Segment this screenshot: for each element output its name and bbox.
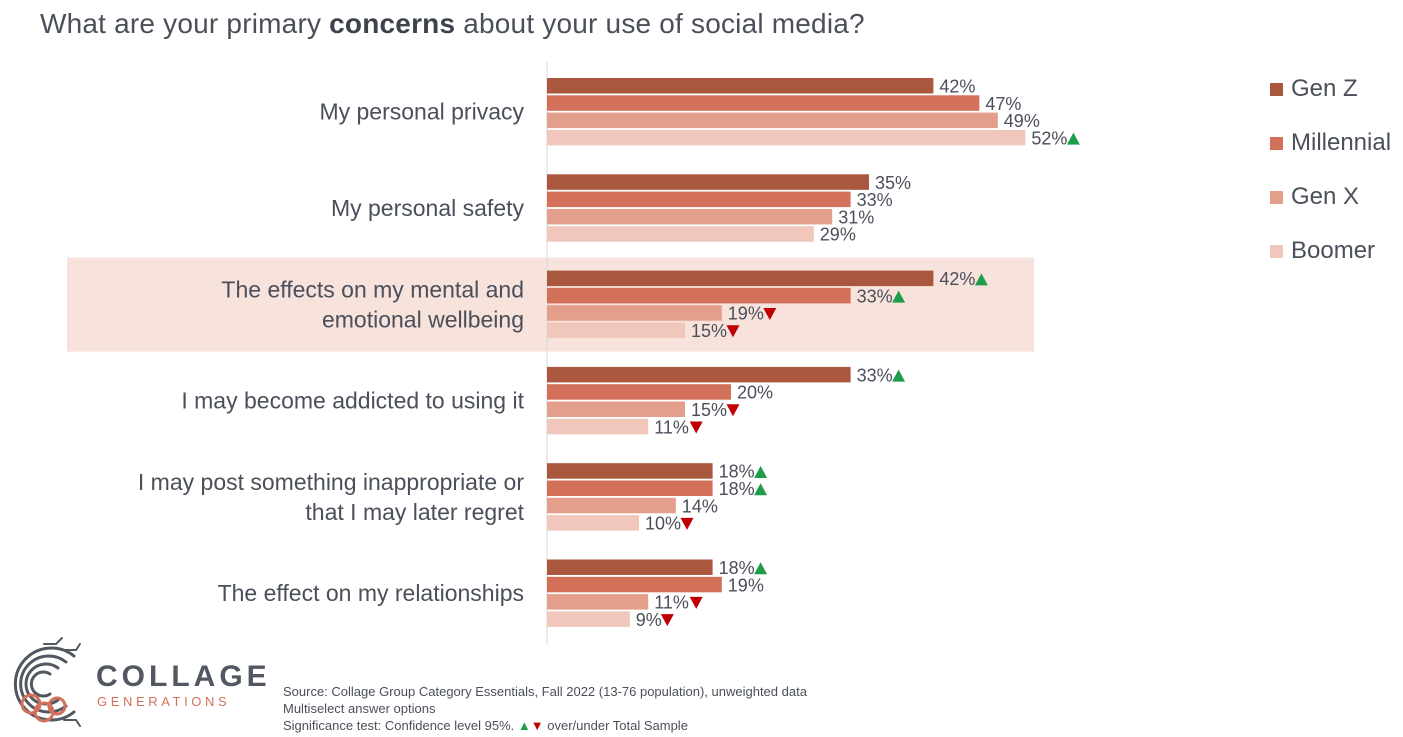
legend-label: Gen X xyxy=(1291,183,1360,210)
category-label: The effects on my mental and xyxy=(221,276,524,302)
data-label: 42% xyxy=(939,269,975,289)
footnote-note: Multiselect answer options xyxy=(283,701,436,716)
legend-swatch xyxy=(1270,136,1283,150)
bar xyxy=(547,611,630,627)
bar xyxy=(547,418,649,435)
data-label: 18% xyxy=(719,558,755,578)
data-label: 20% xyxy=(737,383,773,403)
legend-label: Millennial xyxy=(1291,129,1392,156)
down-arrow-icon xyxy=(726,404,740,417)
down-arrow-icon xyxy=(689,421,703,434)
bar xyxy=(547,497,676,514)
category-label: that I may later regret xyxy=(305,499,524,525)
bar xyxy=(547,208,833,225)
down-arrow-icon xyxy=(726,325,740,338)
category-label: I may become addicted to using it xyxy=(181,388,524,414)
bar xyxy=(547,401,685,417)
data-label: 33% xyxy=(857,190,893,210)
legend-item-gen-z: Gen Z xyxy=(1270,62,1391,116)
logo-mark-icon xyxy=(13,637,81,727)
category-label: emotional wellbeing xyxy=(322,306,524,332)
legend-swatch xyxy=(1270,82,1283,96)
bar xyxy=(547,463,713,479)
data-label: 10% xyxy=(645,514,681,534)
legend-swatch xyxy=(1270,244,1283,258)
bar xyxy=(547,305,722,321)
data-label: 49% xyxy=(1004,111,1040,131)
up-arrow-icon xyxy=(892,290,906,303)
data-label: 29% xyxy=(820,225,856,245)
data-label: 18% xyxy=(719,479,755,499)
data-label: 15% xyxy=(691,400,727,420)
legend-item-millennial: Millennial xyxy=(1270,116,1391,170)
legend: Gen Z Millennial Gen X Boomer xyxy=(1270,62,1391,278)
down-arrow-icon xyxy=(660,614,674,627)
data-label: 19% xyxy=(728,304,764,324)
bar xyxy=(547,191,851,208)
data-label: 14% xyxy=(682,496,718,516)
footnote: Source: Collage Group Category Essential… xyxy=(283,683,807,734)
bar xyxy=(547,78,934,94)
data-label: 31% xyxy=(838,207,874,227)
title-emphasis: concerns xyxy=(329,8,456,39)
down-arrow-icon: ▼ xyxy=(530,718,544,733)
data-label: 42% xyxy=(939,77,975,97)
bar xyxy=(547,322,685,338)
up-arrow-icon xyxy=(892,369,906,382)
up-arrow-icon: ▲ xyxy=(517,718,531,733)
bar xyxy=(547,480,713,496)
down-arrow-icon xyxy=(763,307,777,320)
data-label: 11% xyxy=(654,417,689,437)
bar xyxy=(547,384,731,400)
legend-item-boomer: Boomer xyxy=(1270,224,1391,278)
legend-swatch xyxy=(1270,190,1283,204)
data-label: 35% xyxy=(875,173,911,193)
up-arrow-icon xyxy=(754,562,768,575)
category-label: My personal privacy xyxy=(319,99,524,125)
data-label: 33% xyxy=(857,286,893,306)
data-label: 52% xyxy=(1031,128,1067,148)
data-label: 19% xyxy=(728,575,764,595)
bar xyxy=(547,515,639,531)
legend-item-gen-x: Gen X xyxy=(1270,170,1391,224)
footnote-significance: Significance test: Confidence level 95%.… xyxy=(283,718,688,733)
data-label: 9% xyxy=(636,610,662,630)
bar xyxy=(547,129,1026,146)
down-arrow-icon xyxy=(689,596,703,609)
bar xyxy=(547,594,649,610)
category-label: My personal safety xyxy=(331,195,525,221)
category-label: I may post something inappropriate or xyxy=(138,469,524,495)
footnote-source: Source: Collage Group Category Essential… xyxy=(283,684,807,699)
bar xyxy=(547,174,869,190)
bar xyxy=(547,226,814,242)
legend-label: Gen Z xyxy=(1291,75,1358,102)
data-label: 11% xyxy=(654,593,689,613)
chart-title: What are your primary concerns about you… xyxy=(40,8,865,39)
up-arrow-icon xyxy=(1066,132,1080,145)
up-arrow-icon xyxy=(754,483,768,496)
data-label: 15% xyxy=(691,321,727,341)
bar xyxy=(547,287,851,304)
up-arrow-icon xyxy=(974,273,988,286)
bar xyxy=(547,559,713,575)
bar xyxy=(547,366,851,383)
category-label: The effect on my relationships xyxy=(218,580,524,606)
bar xyxy=(547,270,934,287)
data-label: 33% xyxy=(857,365,893,385)
logo-wordmark: COLLAGE xyxy=(96,660,271,693)
logo-subtitle: GENERATIONS xyxy=(97,694,231,709)
bar xyxy=(547,95,980,111)
down-arrow-icon xyxy=(680,517,694,530)
bar xyxy=(547,576,722,593)
up-arrow-icon xyxy=(754,465,768,478)
data-label: 47% xyxy=(985,94,1021,114)
bar xyxy=(547,112,998,129)
legend-label: Boomer xyxy=(1291,237,1376,264)
data-label: 18% xyxy=(719,462,755,482)
collage-generations-logo: COLLAGE GENERATIONS xyxy=(4,636,267,732)
